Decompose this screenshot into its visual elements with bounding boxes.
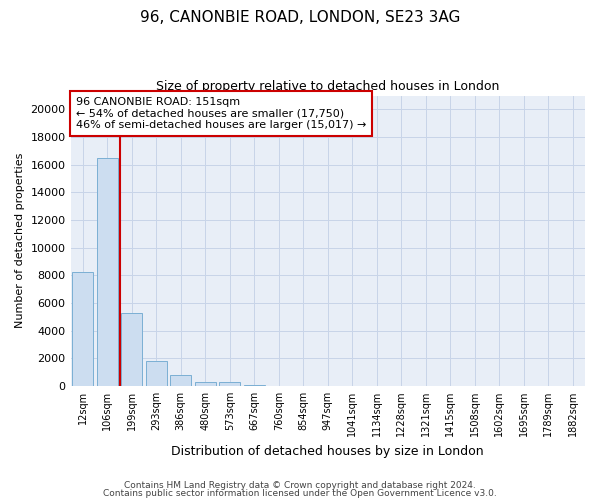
- Title: Size of property relative to detached houses in London: Size of property relative to detached ho…: [156, 80, 499, 93]
- Bar: [73, 272, 93, 386]
- Bar: [121, 312, 142, 386]
- Y-axis label: Number of detached properties: Number of detached properties: [15, 153, 25, 328]
- Bar: [146, 361, 167, 386]
- Bar: [244, 385, 265, 386]
- Text: Contains public sector information licensed under the Open Government Licence v3: Contains public sector information licen…: [103, 488, 497, 498]
- Bar: [170, 374, 191, 386]
- Text: 96 CANONBIE ROAD: 151sqm
← 54% of detached houses are smaller (17,750)
46% of se: 96 CANONBIE ROAD: 151sqm ← 54% of detach…: [76, 97, 366, 130]
- Text: Contains HM Land Registry data © Crown copyright and database right 2024.: Contains HM Land Registry data © Crown c…: [124, 481, 476, 490]
- Text: 96, CANONBIE ROAD, LONDON, SE23 3AG: 96, CANONBIE ROAD, LONDON, SE23 3AG: [140, 10, 460, 25]
- Bar: [220, 382, 240, 386]
- X-axis label: Distribution of detached houses by size in London: Distribution of detached houses by size …: [172, 444, 484, 458]
- Bar: [195, 382, 215, 386]
- Bar: [97, 158, 118, 386]
